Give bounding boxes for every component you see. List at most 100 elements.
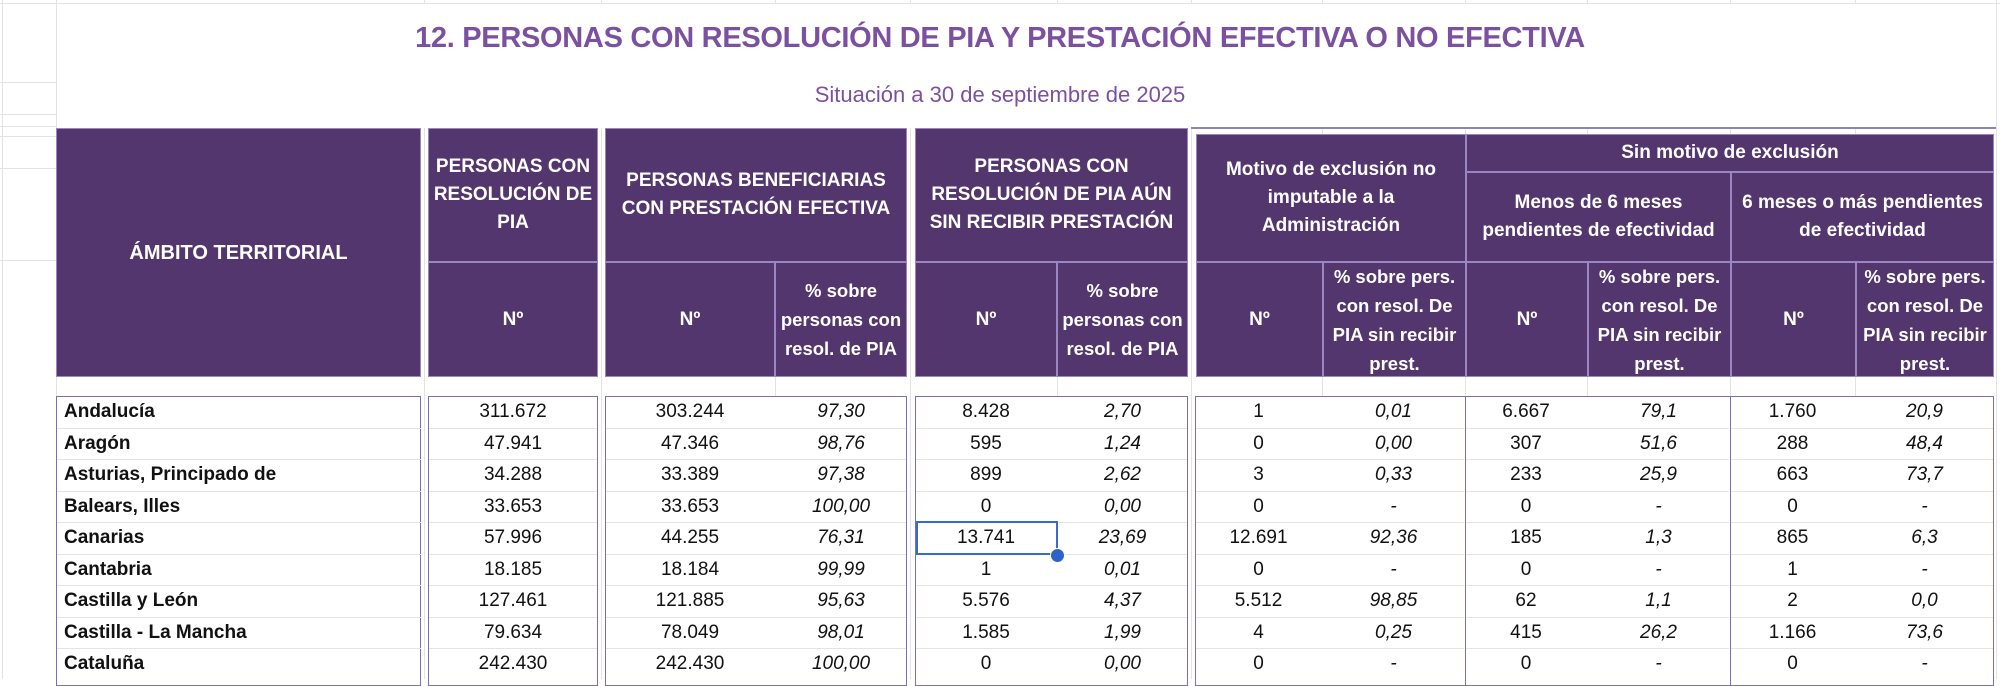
6mas-pct-cell[interactable]: 73,6 — [1906, 621, 1943, 643]
efectiva-pct-cell[interactable]: 95,63 — [817, 590, 865, 611]
6mas-count-cell[interactable]: 0 — [1787, 653, 1798, 674]
sin-recibir-count-cell[interactable]: 5.576 — [962, 590, 1010, 611]
territory-name-cell[interactable]: Castilla y León — [64, 590, 199, 611]
pia-count-cell[interactable]: 242.430 — [478, 653, 548, 674]
motivo-pct-cell[interactable]: 0,00 — [1375, 432, 1412, 454]
territory-name-cell[interactable]: Balears, Illes — [64, 495, 181, 517]
6mas-count-cell[interactable]: 1.166 — [1768, 621, 1817, 643]
motivo-count-cell[interactable]: 4 — [1253, 621, 1264, 643]
motivo-count-cell[interactable]: 0 — [1253, 432, 1264, 454]
territory-name-cell[interactable]: Canarias — [64, 527, 145, 548]
selected-cell-outline[interactable] — [916, 521, 1058, 555]
sin-recibir-count-cell[interactable]: 13.741 — [956, 527, 1016, 548]
header-sin-motivo-exclusion[interactable]: Sin motivo de exclusión — [1466, 134, 1994, 172]
territory-name-cell[interactable]: Asturias, Principado de — [64, 464, 277, 485]
6mas-pct-cell[interactable]: - — [1921, 558, 1928, 580]
menos6-count-cell[interactable]: 6.667 — [1502, 401, 1550, 422]
6mas-count-cell[interactable]: 663 — [1776, 464, 1809, 485]
efectiva-count-cell[interactable]: 18.184 — [660, 558, 720, 580]
menos6-pct-cell[interactable]: - — [1655, 653, 1662, 674]
pia-count-cell[interactable]: 47.941 — [483, 432, 543, 454]
efectiva-pct-cell[interactable]: 100,00 — [811, 495, 871, 517]
motivo-count-cell[interactable]: 0 — [1253, 495, 1264, 517]
sin-recibir-count-cell[interactable]: 0 — [980, 495, 992, 517]
motivo-pct-cell[interactable]: - — [1390, 558, 1397, 580]
menos6-count-cell[interactable]: 415 — [1510, 621, 1542, 643]
motivo-pct-cell[interactable]: 0,25 — [1375, 621, 1412, 643]
menos6-pct-cell[interactable]: - — [1655, 558, 1662, 580]
6mas-pct-cell[interactable]: 0,0 — [1911, 590, 1938, 611]
header-menos-6-meses[interactable]: Menos de 6 meses pendientes de efectivid… — [1466, 172, 1731, 262]
efectiva-pct-cell[interactable]: 100,00 — [811, 653, 871, 674]
efectiva-pct-cell[interactable]: 99,99 — [817, 558, 865, 580]
pia-count-cell[interactable]: 311.672 — [479, 401, 547, 422]
header-6mas-num[interactable]: Nº — [1731, 262, 1856, 377]
sin-recibir-count-cell[interactable]: 899 — [970, 464, 1002, 485]
efectiva-pct-cell[interactable]: 97,38 — [817, 464, 865, 485]
header-pia-num[interactable]: Nº — [428, 262, 598, 377]
efectiva-pct-cell[interactable]: 97,30 — [817, 401, 865, 422]
motivo-pct-cell[interactable]: 0,01 — [1375, 401, 1412, 422]
menos6-count-cell[interactable]: 307 — [1510, 432, 1542, 454]
efectiva-count-cell[interactable]: 303.244 — [655, 401, 725, 422]
sin-recibir-pct-cell[interactable]: 2,70 — [1104, 401, 1141, 422]
menos6-pct-cell[interactable]: - — [1655, 495, 1662, 517]
header-motivo-pct[interactable]: % sobre pers. con resol. De PIA sin reci… — [1323, 262, 1466, 377]
territory-name-cell[interactable]: Andalucía — [64, 401, 155, 422]
motivo-count-cell[interactable]: 12.691 — [1229, 527, 1288, 548]
menos6-pct-cell[interactable]: 51,6 — [1640, 432, 1677, 454]
sin-recibir-pct-cell[interactable]: 1,24 — [1104, 432, 1141, 454]
motivo-pct-cell[interactable]: 0,33 — [1375, 464, 1412, 485]
motivo-count-cell[interactable]: 0 — [1253, 558, 1264, 580]
header-sin-recibir-num[interactable]: Nº — [915, 262, 1057, 377]
header-efectiva-num[interactable]: Nº — [605, 262, 775, 377]
motivo-pct-cell[interactable]: - — [1390, 495, 1397, 517]
6mas-pct-cell[interactable]: - — [1921, 495, 1928, 517]
sin-recibir-count-cell[interactable]: 595 — [970, 432, 1002, 454]
pia-count-cell[interactable]: 33.653 — [483, 495, 543, 517]
menos6-count-cell[interactable]: 0 — [1520, 495, 1532, 517]
header-motivo-exclusion[interactable]: Motivo de exclusión no imputable a la Ad… — [1196, 134, 1466, 262]
6mas-pct-cell[interactable]: 73,7 — [1906, 464, 1943, 485]
6mas-count-cell[interactable]: 865 — [1776, 527, 1809, 548]
sin-recibir-count-cell[interactable]: 0 — [980, 653, 992, 674]
efectiva-pct-cell[interactable]: 98,01 — [817, 621, 865, 643]
efectiva-pct-cell[interactable]: 76,31 — [817, 527, 865, 548]
motivo-pct-cell[interactable]: 92,36 — [1369, 527, 1418, 548]
sin-recibir-count-cell[interactable]: 1 — [980, 558, 992, 580]
menos6-pct-cell[interactable]: 25,9 — [1640, 464, 1677, 485]
efectiva-count-cell[interactable]: 33.389 — [660, 464, 720, 485]
menos6-count-cell[interactable]: 0 — [1520, 558, 1532, 580]
menos6-count-cell[interactable]: 233 — [1510, 464, 1542, 485]
6mas-pct-cell[interactable]: 20,9 — [1906, 401, 1943, 422]
header-6-meses-o-mas[interactable]: 6 meses o más pendientes de efectividad — [1731, 172, 1994, 262]
pia-count-cell[interactable]: 18.185 — [483, 558, 543, 580]
efectiva-count-cell[interactable]: 78.049 — [660, 621, 720, 643]
sin-recibir-pct-cell[interactable]: 0,00 — [1104, 495, 1141, 517]
header-motivo-num[interactable]: Nº — [1196, 262, 1323, 377]
territory-name-cell[interactable]: Cataluña — [64, 653, 145, 674]
menos6-pct-cell[interactable]: 1,3 — [1645, 527, 1672, 548]
6mas-count-cell[interactable]: 288 — [1776, 432, 1809, 454]
header-sin-recibir-pct[interactable]: % sobre personas con resol. de PIA — [1057, 262, 1188, 377]
pia-count-cell[interactable]: 127.461 — [478, 590, 548, 611]
efectiva-count-cell[interactable]: 242.430 — [655, 653, 725, 674]
6mas-pct-cell[interactable]: - — [1921, 653, 1928, 674]
6mas-pct-cell[interactable]: 6,3 — [1911, 527, 1938, 548]
6mas-count-cell[interactable]: 1.760 — [1768, 401, 1817, 422]
pia-count-cell[interactable]: 57.996 — [483, 527, 543, 548]
efectiva-count-cell[interactable]: 44.255 — [660, 527, 720, 548]
header-efectiva-pct[interactable]: % sobre personas con resol. de PIA — [775, 262, 907, 377]
motivo-pct-cell[interactable]: 98,85 — [1369, 590, 1418, 611]
pia-count-cell[interactable]: 79.634 — [483, 621, 543, 643]
efectiva-pct-cell[interactable]: 98,76 — [817, 432, 865, 454]
motivo-count-cell[interactable]: 5.512 — [1234, 590, 1283, 611]
sin-recibir-pct-cell[interactable]: 0,01 — [1104, 558, 1141, 580]
menos6-pct-cell[interactable]: 1,1 — [1645, 590, 1672, 611]
sin-recibir-pct-cell[interactable]: 2,62 — [1104, 464, 1141, 485]
header-menos6-pct[interactable]: % sobre pers. con resol. De PIA sin reci… — [1588, 262, 1731, 377]
sin-recibir-count-cell[interactable]: 8.428 — [962, 401, 1010, 422]
efectiva-count-cell[interactable]: 33.653 — [660, 495, 720, 517]
menos6-count-cell[interactable]: 62 — [1515, 590, 1537, 611]
sin-recibir-pct-cell[interactable]: 1,99 — [1104, 621, 1141, 643]
